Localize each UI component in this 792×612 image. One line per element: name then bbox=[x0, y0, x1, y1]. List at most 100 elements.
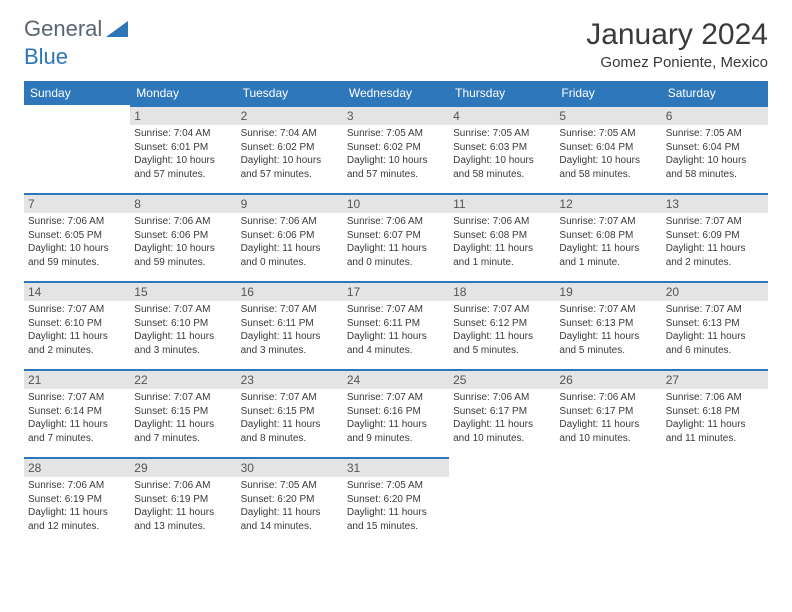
calendar-cell: 2Sunrise: 7:04 AMSunset: 6:02 PMDaylight… bbox=[237, 105, 343, 193]
info-line: Sunrise: 7:07 AM bbox=[559, 215, 657, 229]
calendar-cell: 25 Sunrise: 7:06 AMSunset: 6:17 PMDayligh… bbox=[449, 369, 555, 457]
day-number: 15 bbox=[130, 281, 236, 301]
info-line: Sunrise: 7:07 AM bbox=[241, 303, 339, 317]
info-line: Sunset: 6:18 PM bbox=[666, 405, 764, 419]
info-line: Sunset: 6:19 PM bbox=[134, 493, 232, 507]
day-number: 3 bbox=[343, 105, 449, 125]
day-header: Sunday bbox=[24, 81, 130, 105]
info-line: Daylight: 10 hours and 57 minutes. bbox=[241, 154, 339, 181]
info-line: Sunrise: 7:07 AM bbox=[347, 391, 445, 405]
calendar-cell: 15Sunrise: 7:07 AMSunset: 6:10 PMDayligh… bbox=[130, 281, 236, 369]
info-line: Daylight: 11 hours and 5 minutes. bbox=[453, 330, 551, 357]
day-number: 23 bbox=[237, 369, 343, 389]
info-line: Sunrise: 7:07 AM bbox=[666, 303, 764, 317]
info-line: Sunset: 6:04 PM bbox=[666, 141, 764, 155]
info-line: Daylight: 11 hours and 7 minutes. bbox=[134, 418, 232, 445]
day-number: 27 bbox=[662, 369, 768, 389]
day-number: 14 bbox=[24, 281, 130, 301]
info-line: Sunset: 6:08 PM bbox=[559, 229, 657, 243]
calendar-cell: 6Sunrise: 7:05 AMSunset: 6:04 PMDaylight… bbox=[662, 105, 768, 193]
day-number: 5 bbox=[555, 105, 661, 125]
calendar-cell bbox=[24, 105, 130, 193]
calendar-cell: 5Sunrise: 7:05 AMSunset: 6:04 PMDaylight… bbox=[555, 105, 661, 193]
info-line: Daylight: 11 hours and 10 minutes. bbox=[453, 418, 551, 445]
info-line: Sunset: 6:14 PM bbox=[28, 405, 126, 419]
info-line: Sunset: 6:17 PM bbox=[559, 405, 657, 419]
info-line: Sunrise: 7:05 AM bbox=[241, 479, 339, 493]
logo-text-1: General bbox=[24, 18, 102, 40]
day-number: 25 bbox=[449, 369, 555, 389]
day-number: 29 bbox=[130, 457, 236, 477]
day-header: Thursday bbox=[449, 81, 555, 105]
calendar-week-row: 21Sunrise: 7:07 AMSunset: 6:14 PMDayligh… bbox=[24, 369, 768, 457]
info-line: Sunset: 6:06 PM bbox=[134, 229, 232, 243]
info-line: Sunset: 6:12 PM bbox=[453, 317, 551, 331]
info-line: Sunrise: 7:06 AM bbox=[28, 479, 126, 493]
calendar-cell: 30Sunrise: 7:05 AMSunset: 6:20 PMDayligh… bbox=[237, 457, 343, 545]
info-line: Sunset: 6:04 PM bbox=[559, 141, 657, 155]
day-number: 31 bbox=[343, 457, 449, 477]
info-line: Daylight: 11 hours and 9 minutes. bbox=[347, 418, 445, 445]
info-line: Sunrise: 7:06 AM bbox=[453, 391, 551, 405]
day-number: 11 bbox=[449, 193, 555, 213]
info-line: Daylight: 10 hours and 57 minutes. bbox=[134, 154, 232, 181]
day-header: Friday bbox=[555, 81, 661, 105]
day-header-row: SundayMondayTuesdayWednesdayThursdayFrid… bbox=[24, 81, 768, 105]
calendar-cell: 23Sunrise: 7:07 AMSunset: 6:15 PMDayligh… bbox=[237, 369, 343, 457]
info-line: Sunset: 6:15 PM bbox=[241, 405, 339, 419]
day-number: 9 bbox=[237, 193, 343, 213]
info-line: Sunrise: 7:07 AM bbox=[347, 303, 445, 317]
info-line: Daylight: 11 hours and 7 minutes. bbox=[28, 418, 126, 445]
info-line: Sunset: 6:07 PM bbox=[347, 229, 445, 243]
info-line: Daylight: 10 hours and 59 minutes. bbox=[134, 242, 232, 269]
day-number: 19 bbox=[555, 281, 661, 301]
day-number: 26 bbox=[555, 369, 661, 389]
info-line: Sunset: 6:10 PM bbox=[28, 317, 126, 331]
calendar-week-row: 28Sunrise: 7:06 AMSunset: 6:19 PMDayligh… bbox=[24, 457, 768, 545]
calendar-cell: 17Sunrise: 7:07 AMSunset: 6:11 PMDayligh… bbox=[343, 281, 449, 369]
info-line: Daylight: 11 hours and 2 minutes. bbox=[28, 330, 126, 357]
calendar-cell: 22Sunrise: 7:07 AMSunset: 6:15 PMDayligh… bbox=[130, 369, 236, 457]
calendar-cell: 1Sunrise: 7:04 AMSunset: 6:01 PMDaylight… bbox=[130, 105, 236, 193]
day-number: 22 bbox=[130, 369, 236, 389]
info-line: Sunset: 6:13 PM bbox=[559, 317, 657, 331]
day-number: 28 bbox=[24, 457, 130, 477]
info-line: Sunrise: 7:06 AM bbox=[28, 215, 126, 229]
info-line: Sunrise: 7:06 AM bbox=[134, 479, 232, 493]
header: General January 2024 Gomez Poniente, Mex… bbox=[24, 18, 768, 71]
info-line: Daylight: 11 hours and 13 minutes. bbox=[134, 506, 232, 533]
info-line: Sunset: 6:11 PM bbox=[347, 317, 445, 331]
info-line: Sunrise: 7:05 AM bbox=[347, 479, 445, 493]
info-line: Daylight: 11 hours and 1 minute. bbox=[453, 242, 551, 269]
title-block: January 2024 Gomez Poniente, Mexico bbox=[586, 18, 768, 71]
day-number: 4 bbox=[449, 105, 555, 125]
day-number: 18 bbox=[449, 281, 555, 301]
info-line: Daylight: 11 hours and 14 minutes. bbox=[241, 506, 339, 533]
day-number: 8 bbox=[130, 193, 236, 213]
info-line: Sunset: 6:19 PM bbox=[28, 493, 126, 507]
calendar-cell: 31Sunrise: 7:05 AMSunset: 6:20 PMDayligh… bbox=[343, 457, 449, 545]
calendar-cell: 24Sunrise: 7:07 AMSunset: 6:16 PMDayligh… bbox=[343, 369, 449, 457]
page-title: January 2024 bbox=[586, 18, 768, 52]
logo: General bbox=[24, 18, 128, 40]
calendar-cell: 3Sunrise: 7:05 AMSunset: 6:02 PMDaylight… bbox=[343, 105, 449, 193]
info-line: Sunrise: 7:06 AM bbox=[347, 215, 445, 229]
page-subtitle: Gomez Poniente, Mexico bbox=[586, 54, 768, 71]
day-number: 20 bbox=[662, 281, 768, 301]
info-line: Sunrise: 7:04 AM bbox=[241, 127, 339, 141]
info-line: Sunset: 6:09 PM bbox=[666, 229, 764, 243]
info-line: Daylight: 10 hours and 59 minutes. bbox=[28, 242, 126, 269]
day-header: Tuesday bbox=[237, 81, 343, 105]
info-line: Daylight: 11 hours and 15 minutes. bbox=[347, 506, 445, 533]
info-line: Sunrise: 7:07 AM bbox=[134, 391, 232, 405]
calendar-cell: 8Sunrise: 7:06 AMSunset: 6:06 PMDaylight… bbox=[130, 193, 236, 281]
info-line: Daylight: 11 hours and 1 minute. bbox=[559, 242, 657, 269]
info-line: Sunset: 6:10 PM bbox=[134, 317, 232, 331]
day-number: 10 bbox=[343, 193, 449, 213]
calendar-cell: 18Sunrise: 7:07 AMSunset: 6:12 PMDayligh… bbox=[449, 281, 555, 369]
info-line: Daylight: 10 hours and 58 minutes. bbox=[559, 154, 657, 181]
calendar-cell bbox=[662, 457, 768, 545]
info-line: Daylight: 11 hours and 4 minutes. bbox=[347, 330, 445, 357]
info-line: Daylight: 11 hours and 6 minutes. bbox=[666, 330, 764, 357]
info-line: Sunset: 6:17 PM bbox=[453, 405, 551, 419]
